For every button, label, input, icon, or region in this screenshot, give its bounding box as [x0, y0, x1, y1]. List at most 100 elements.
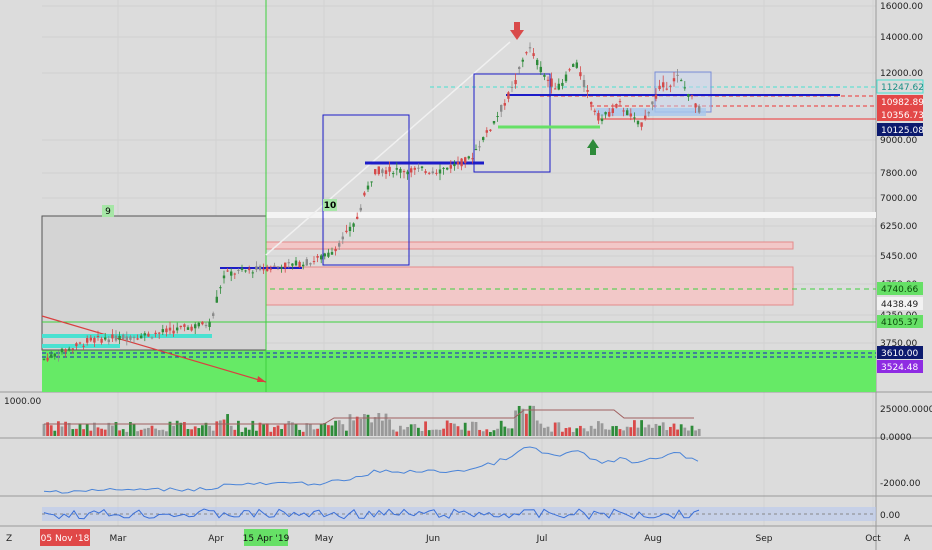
volume-bar: [201, 425, 204, 436]
volume-bar: [417, 427, 420, 436]
candle: [435, 169, 438, 176]
volume-bar: [485, 429, 489, 436]
candle: [50, 350, 53, 359]
candle: [600, 114, 604, 125]
candle: [179, 325, 182, 330]
candle: [482, 136, 485, 143]
candle: [42, 358, 46, 361]
volume-bar: [676, 429, 679, 436]
volume-bar: [546, 426, 550, 436]
candle: [158, 331, 161, 340]
volume-bar: [557, 422, 561, 436]
candle: [154, 330, 157, 338]
volume-bar: [525, 413, 528, 436]
volume-bar: [669, 426, 672, 436]
candle: [100, 336, 103, 345]
volume-bar: [438, 429, 442, 436]
candle: [86, 335, 89, 346]
candle: [363, 191, 366, 197]
candle: [626, 108, 629, 116]
volume-bar: [640, 420, 643, 436]
candle: [618, 98, 622, 107]
volume-bar: [154, 428, 157, 436]
candle: [172, 324, 175, 337]
volume-bar: [150, 425, 154, 436]
candle: [143, 331, 146, 342]
candle: [194, 322, 197, 335]
volume-bar: [143, 428, 147, 436]
candle: [168, 321, 172, 335]
volume-bar: [460, 429, 463, 436]
volume-bar: [510, 428, 514, 436]
candle: [147, 331, 150, 337]
candle: [280, 264, 283, 273]
volume-bar: [215, 421, 219, 436]
auto-scale-toggle[interactable]: A: [904, 534, 911, 544]
volume-bar: [636, 427, 640, 436]
time-axis[interactable]: Mar Apr May Jun Jul Aug Sep Oct: [110, 534, 882, 544]
volume-bar: [107, 422, 111, 436]
price-axis[interactable]: 16000.00 14000.00 12000.00 9000.00 7800.00 70…: [880, 2, 923, 349]
volume-bar: [683, 427, 687, 436]
candle: [316, 254, 319, 263]
candle: [60, 347, 64, 355]
count-label: 9: [102, 205, 114, 217]
volume-bar: [312, 429, 316, 436]
volume-bar: [258, 422, 262, 436]
volume-bar: [211, 430, 215, 436]
candle: [644, 109, 647, 121]
timezone-toggle[interactable]: Z: [6, 534, 12, 544]
volume-bar: [629, 427, 633, 436]
volume-bar: [391, 429, 395, 436]
candle: [348, 222, 352, 237]
volume-bar: [168, 421, 172, 436]
obv-line: [43, 446, 699, 494]
volume-bar: [420, 431, 424, 436]
candle: [258, 264, 262, 272]
candle: [690, 94, 694, 100]
candle: [658, 79, 661, 91]
candle: [507, 91, 510, 103]
volume-bar: [111, 425, 114, 436]
candle: [230, 268, 233, 282]
volume-bar: [337, 420, 341, 436]
candle: [370, 181, 373, 187]
volume-bar: [478, 429, 481, 436]
candle: [586, 85, 589, 99]
candle: [273, 262, 276, 267]
candle: [654, 88, 658, 102]
volume-bar: [283, 424, 287, 436]
volume-bar: [93, 422, 96, 436]
cursor-date-label: 15 Apr '19: [243, 534, 290, 544]
candle: [597, 110, 600, 124]
candle: [399, 167, 402, 179]
volume-bar: [190, 429, 193, 436]
candle: [75, 341, 78, 350]
volume-bar: [341, 424, 345, 436]
volume-bar: [222, 419, 226, 436]
price-badge-red: 10982.89: [877, 95, 924, 108]
price-badge-label: 10982.89: [881, 98, 924, 108]
candle: [237, 268, 240, 274]
volume-bar: [679, 424, 683, 436]
candle: [186, 325, 190, 331]
count-label-9: 9: [105, 207, 111, 217]
volume-bar: [658, 425, 661, 436]
candle: [590, 101, 593, 111]
candle: [161, 324, 164, 336]
volume-bar: [157, 430, 161, 436]
candle: [694, 103, 697, 113]
candle: [561, 78, 564, 90]
candle: [312, 256, 316, 265]
volume-bar: [535, 420, 539, 436]
volume-bar: [474, 421, 478, 436]
volume-bar: [172, 425, 175, 436]
candle: [46, 353, 49, 362]
white-band: [266, 212, 876, 218]
volume-bar: [89, 430, 93, 436]
volume-bar: [85, 424, 89, 436]
candle: [564, 71, 568, 83]
cursor-date-badge: [244, 529, 288, 546]
candle: [456, 156, 460, 170]
